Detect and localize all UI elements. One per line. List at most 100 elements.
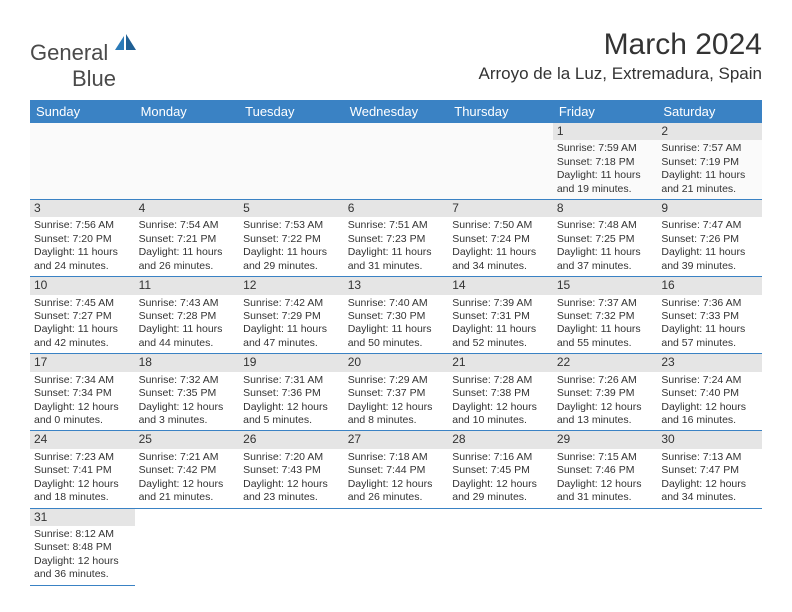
page-header: General Blue March 2024 Arroyo de la Luz… bbox=[30, 28, 762, 92]
day-number: 27 bbox=[344, 431, 449, 448]
day-number: 3 bbox=[30, 200, 135, 217]
sunrise-line: Sunrise: 7:57 AM bbox=[661, 142, 758, 155]
daylight-line: Daylight: 12 hours and 18 minutes. bbox=[34, 478, 131, 505]
sunset-line: Sunset: 7:29 PM bbox=[243, 310, 340, 323]
calendar-empty-leading bbox=[448, 123, 553, 200]
sunset-line: Sunset: 7:45 PM bbox=[452, 464, 549, 477]
sunrise-line: Sunrise: 7:59 AM bbox=[557, 142, 654, 155]
daylight-line: Daylight: 11 hours and 21 minutes. bbox=[661, 169, 758, 196]
calendar-row: 10Sunrise: 7:45 AMSunset: 7:27 PMDayligh… bbox=[30, 277, 762, 354]
daylight-line: Daylight: 12 hours and 31 minutes. bbox=[557, 478, 654, 505]
sunrise-line: Sunrise: 7:31 AM bbox=[243, 374, 340, 387]
calendar-empty-trailing bbox=[657, 508, 762, 585]
sunrise-line: Sunrise: 7:50 AM bbox=[452, 219, 549, 232]
sunset-line: Sunset: 7:47 PM bbox=[661, 464, 758, 477]
sunset-line: Sunset: 7:36 PM bbox=[243, 387, 340, 400]
calendar-day-cell: 17Sunrise: 7:34 AMSunset: 7:34 PMDayligh… bbox=[30, 354, 135, 431]
calendar-day-cell: 13Sunrise: 7:40 AMSunset: 7:30 PMDayligh… bbox=[344, 277, 449, 354]
sunset-line: Sunset: 7:27 PM bbox=[34, 310, 131, 323]
calendar-day-cell: 8Sunrise: 7:48 AMSunset: 7:25 PMDaylight… bbox=[553, 200, 658, 277]
sunrise-line: Sunrise: 7:16 AM bbox=[452, 451, 549, 464]
calendar-day-cell: 19Sunrise: 7:31 AMSunset: 7:36 PMDayligh… bbox=[239, 354, 344, 431]
sunset-line: Sunset: 8:48 PM bbox=[34, 541, 131, 554]
calendar-day-cell: 27Sunrise: 7:18 AMSunset: 7:44 PMDayligh… bbox=[344, 431, 449, 508]
daylight-line: Daylight: 11 hours and 55 minutes. bbox=[557, 323, 654, 350]
calendar-day-cell: 5Sunrise: 7:53 AMSunset: 7:22 PMDaylight… bbox=[239, 200, 344, 277]
daylight-line: Daylight: 11 hours and 52 minutes. bbox=[452, 323, 549, 350]
calendar-day-cell: 14Sunrise: 7:39 AMSunset: 7:31 PMDayligh… bbox=[448, 277, 553, 354]
calendar-day-cell: 25Sunrise: 7:21 AMSunset: 7:42 PMDayligh… bbox=[135, 431, 240, 508]
daylight-line: Daylight: 11 hours and 57 minutes. bbox=[661, 323, 758, 350]
weekday-header-row: Sunday Monday Tuesday Wednesday Thursday… bbox=[30, 100, 762, 123]
calendar-empty-trailing bbox=[553, 508, 658, 585]
weekday-header: Tuesday bbox=[239, 100, 344, 123]
calendar-day-cell: 28Sunrise: 7:16 AMSunset: 7:45 PMDayligh… bbox=[448, 431, 553, 508]
sunrise-line: Sunrise: 7:54 AM bbox=[139, 219, 236, 232]
sunrise-line: Sunrise: 7:23 AM bbox=[34, 451, 131, 464]
day-number: 23 bbox=[657, 354, 762, 371]
sunset-line: Sunset: 7:46 PM bbox=[557, 464, 654, 477]
calendar-row: 31Sunrise: 8:12 AMSunset: 8:48 PMDayligh… bbox=[30, 508, 762, 585]
day-number: 15 bbox=[553, 277, 658, 294]
weekday-header: Wednesday bbox=[344, 100, 449, 123]
day-number: 8 bbox=[553, 200, 658, 217]
weekday-header: Monday bbox=[135, 100, 240, 123]
day-number: 26 bbox=[239, 431, 344, 448]
daylight-line: Daylight: 12 hours and 10 minutes. bbox=[452, 401, 549, 428]
sunrise-line: Sunrise: 7:20 AM bbox=[243, 451, 340, 464]
daylight-line: Daylight: 12 hours and 26 minutes. bbox=[348, 478, 445, 505]
sunset-line: Sunset: 7:30 PM bbox=[348, 310, 445, 323]
sunrise-line: Sunrise: 7:39 AM bbox=[452, 297, 549, 310]
sunset-line: Sunset: 7:20 PM bbox=[34, 233, 131, 246]
calendar-empty-leading bbox=[30, 123, 135, 200]
daylight-line: Daylight: 11 hours and 29 minutes. bbox=[243, 246, 340, 273]
sunset-line: Sunset: 7:43 PM bbox=[243, 464, 340, 477]
calendar-day-cell: 6Sunrise: 7:51 AMSunset: 7:23 PMDaylight… bbox=[344, 200, 449, 277]
sunset-line: Sunset: 7:41 PM bbox=[34, 464, 131, 477]
calendar-day-cell: 31Sunrise: 8:12 AMSunset: 8:48 PMDayligh… bbox=[30, 508, 135, 585]
sunrise-line: Sunrise: 7:18 AM bbox=[348, 451, 445, 464]
calendar-empty-leading bbox=[344, 123, 449, 200]
daylight-line: Daylight: 11 hours and 24 minutes. bbox=[34, 246, 131, 273]
sunrise-line: Sunrise: 7:26 AM bbox=[557, 374, 654, 387]
calendar-day-cell: 30Sunrise: 7:13 AMSunset: 7:47 PMDayligh… bbox=[657, 431, 762, 508]
calendar-row: 3Sunrise: 7:56 AMSunset: 7:20 PMDaylight… bbox=[30, 200, 762, 277]
sunrise-line: Sunrise: 7:48 AM bbox=[557, 219, 654, 232]
sunrise-line: Sunrise: 7:24 AM bbox=[661, 374, 758, 387]
calendar-day-cell: 26Sunrise: 7:20 AMSunset: 7:43 PMDayligh… bbox=[239, 431, 344, 508]
sunset-line: Sunset: 7:24 PM bbox=[452, 233, 549, 246]
daylight-line: Daylight: 12 hours and 8 minutes. bbox=[348, 401, 445, 428]
calendar-row: 17Sunrise: 7:34 AMSunset: 7:34 PMDayligh… bbox=[30, 354, 762, 431]
sunset-line: Sunset: 7:26 PM bbox=[661, 233, 758, 246]
calendar-day-cell: 23Sunrise: 7:24 AMSunset: 7:40 PMDayligh… bbox=[657, 354, 762, 431]
calendar-day-cell: 22Sunrise: 7:26 AMSunset: 7:39 PMDayligh… bbox=[553, 354, 658, 431]
calendar-day-cell: 20Sunrise: 7:29 AMSunset: 7:37 PMDayligh… bbox=[344, 354, 449, 431]
day-number: 20 bbox=[344, 354, 449, 371]
daylight-line: Daylight: 12 hours and 34 minutes. bbox=[661, 478, 758, 505]
sunrise-line: Sunrise: 7:29 AM bbox=[348, 374, 445, 387]
month-title: March 2024 bbox=[479, 28, 762, 62]
sunrise-line: Sunrise: 7:45 AM bbox=[34, 297, 131, 310]
day-number: 12 bbox=[239, 277, 344, 294]
sunset-line: Sunset: 7:34 PM bbox=[34, 387, 131, 400]
logo-word1: General bbox=[30, 40, 108, 65]
daylight-line: Daylight: 12 hours and 13 minutes. bbox=[557, 401, 654, 428]
weekday-header: Friday bbox=[553, 100, 658, 123]
daylight-line: Daylight: 11 hours and 42 minutes. bbox=[34, 323, 131, 350]
sunrise-line: Sunrise: 7:13 AM bbox=[661, 451, 758, 464]
calendar-empty-leading bbox=[135, 123, 240, 200]
sunrise-line: Sunrise: 7:51 AM bbox=[348, 219, 445, 232]
sunset-line: Sunset: 7:32 PM bbox=[557, 310, 654, 323]
daylight-line: Daylight: 11 hours and 34 minutes. bbox=[452, 246, 549, 273]
sunrise-calendar: Sunday Monday Tuesday Wednesday Thursday… bbox=[30, 100, 762, 586]
calendar-day-cell: 3Sunrise: 7:56 AMSunset: 7:20 PMDaylight… bbox=[30, 200, 135, 277]
calendar-day-cell: 16Sunrise: 7:36 AMSunset: 7:33 PMDayligh… bbox=[657, 277, 762, 354]
day-number: 6 bbox=[344, 200, 449, 217]
calendar-empty-trailing bbox=[344, 508, 449, 585]
calendar-empty-trailing bbox=[448, 508, 553, 585]
sunrise-line: Sunrise: 7:42 AM bbox=[243, 297, 340, 310]
day-number: 5 bbox=[239, 200, 344, 217]
sunrise-line: Sunrise: 7:36 AM bbox=[661, 297, 758, 310]
location-subtitle: Arroyo de la Luz, Extremadura, Spain bbox=[479, 64, 762, 84]
daylight-line: Daylight: 12 hours and 5 minutes. bbox=[243, 401, 340, 428]
